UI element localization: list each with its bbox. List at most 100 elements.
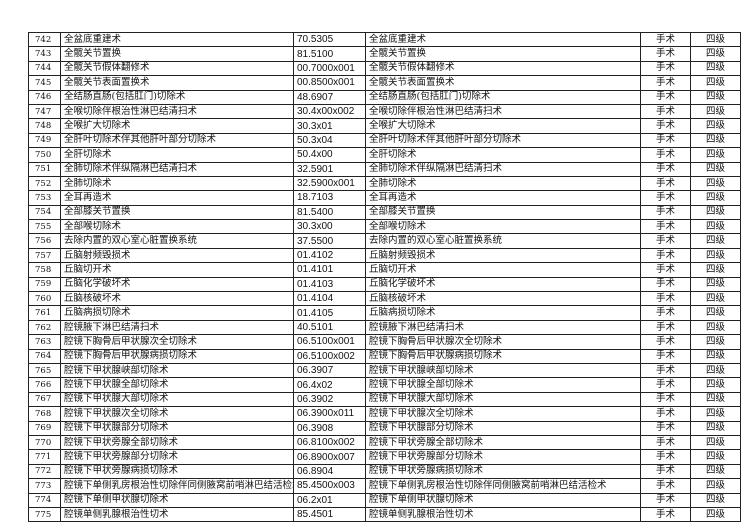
table-row: 764 腔镜下胸骨后甲状腺病损切除术 06.5100x002 腔镜下胸骨后甲状腺病损切… (28, 348, 741, 364)
procedure-name: 全髋关节置换 (60, 46, 294, 62)
procedure-name-repeat: 腔镜下甲状腺部分切除术 (365, 420, 641, 436)
procedure-name-repeat: 全肝叶切除术伴其他肝叶部分切除术 (365, 132, 641, 149)
procedure-type: 手术 (640, 334, 691, 350)
procedure-name-repeat: 丘脑化学破坏术 (365, 276, 641, 293)
procedure-code: 06.8900x007 (293, 449, 366, 465)
row-number: 772 (28, 463, 61, 480)
procedure-level: 四级 (690, 348, 741, 364)
procedure-name: 腔镜腋下淋巴结清扫术 (60, 319, 294, 336)
procedure-level: 四级 (690, 319, 741, 336)
table-row: 768 腔镜下甲状腺次全切除术 06.3900x011 腔镜下甲状腺次全切除术 手术 四级 (28, 406, 741, 422)
procedure-type: 手术 (640, 391, 691, 408)
table-row: 751 全肺切除术伴纵隔淋巴结清扫术 32.5901 全肺切除术伴纵隔淋巴结清扫术 手术… (28, 161, 741, 177)
procedure-type: 手术 (640, 161, 691, 177)
row-number: 742 (28, 31, 61, 48)
procedure-level: 四级 (690, 420, 741, 436)
procedure-type: 手术 (640, 492, 691, 508)
row-number: 774 (28, 492, 61, 508)
procedure-name-repeat: 丘脑切开术 (365, 262, 641, 278)
procedure-level: 四级 (690, 406, 741, 422)
procedure-name: 腔镜下甲状旁腺部分切除术 (60, 449, 294, 465)
procedure-code: 30.3x00 (293, 219, 366, 235)
table-row: 747 全喉切除伴根治性淋巴结清扫术 30.4x00x002 全喉切除伴根治性淋巴结清… (28, 103, 741, 120)
procedure-type: 手术 (640, 219, 691, 235)
procedure-level: 四级 (690, 506, 741, 523)
procedure-type: 手术 (640, 291, 691, 307)
procedure-type: 手术 (640, 247, 691, 264)
procedure-code: 01.4104 (293, 291, 366, 307)
procedure-code: 06.5100x001 (293, 334, 366, 350)
procedure-table: 742 全盆底重建术 70.5305 全盆底重建术 手术 四级 743 全髋关节置换 81.51… (28, 31, 741, 523)
table-row: 752 全肺切除术 32.5900x001 全肺切除术 手术 四级 (28, 175, 741, 192)
procedure-name: 全结肠直肠(包括肛门)切除术 (60, 89, 294, 105)
procedure-name-repeat: 腔镜下单侧乳房根治性切除伴同侧腋窝前哨淋巴结活检术 (365, 478, 641, 494)
procedure-code: 01.4102 (293, 247, 366, 264)
table-row: 767 腔镜下甲状腺大部切除术 06.3902 腔镜下甲状腺大部切除术 手术 四级 (28, 391, 741, 408)
procedure-name-repeat: 腔镜腋下淋巴结清扫术 (365, 319, 641, 336)
procedure-type: 手术 (640, 348, 691, 364)
procedure-name-repeat: 全盆底重建术 (365, 31, 641, 48)
row-number: 751 (28, 161, 61, 177)
procedure-code: 06.3900x011 (293, 406, 366, 422)
procedure-level: 四级 (690, 190, 741, 206)
procedure-code: 85.4500x003 (293, 478, 366, 494)
procedure-level: 四级 (690, 103, 741, 120)
procedure-level: 四级 (690, 204, 741, 221)
procedure-name: 腔镜下甲状旁腺全部切除术 (60, 434, 294, 451)
table-row: 763 腔镜下胸骨后甲状腺次全切除术 06.5100x001 腔镜下胸骨后甲状腺次全切… (28, 334, 741, 350)
procedure-level: 四级 (690, 463, 741, 480)
procedure-name: 腔镜下甲状腺大部切除术 (60, 391, 294, 408)
procedure-name: 去除内置的双心室心脏置换系统 (60, 233, 294, 249)
procedure-name-repeat: 腔镜下甲状腺全部切除术 (365, 377, 641, 393)
procedure-name: 腔镜下甲状腺部分切除术 (60, 420, 294, 436)
row-number: 753 (28, 190, 61, 206)
row-number: 775 (28, 506, 61, 523)
procedure-name: 腔镜单侧乳腺根治性切术 (60, 506, 294, 523)
row-number: 755 (28, 219, 61, 235)
table-row: 742 全盆底重建术 70.5305 全盆底重建术 手术 四级 (28, 31, 741, 48)
procedure-code: 50.4x00 (293, 147, 366, 163)
procedure-type: 手术 (640, 276, 691, 293)
procedure-level: 四级 (690, 219, 741, 235)
procedure-level: 四级 (690, 247, 741, 264)
procedure-code: 37.5500 (293, 233, 366, 249)
procedure-type: 手术 (640, 377, 691, 393)
table-row: 743 全髋关节置换 81.5100 全髋关节置换 手术 四级 (28, 46, 741, 62)
row-number: 759 (28, 276, 61, 293)
procedure-name-repeat: 全部喉切除术 (365, 219, 641, 235)
procedure-code: 00.7000x001 (293, 60, 366, 77)
procedure-code: 40.5101 (293, 319, 366, 336)
procedure-name-repeat: 去除内置的双心室心脏置换系统 (365, 233, 641, 249)
procedure-level: 四级 (690, 147, 741, 163)
procedure-type: 手术 (640, 103, 691, 120)
procedure-name-repeat: 腔镜下甲状旁腺全部切除术 (365, 434, 641, 451)
table-row: 765 腔镜下甲状腺峡部切除术 06.3907 腔镜下甲状腺峡部切除术 手术 四级 (28, 362, 741, 379)
row-number: 746 (28, 89, 61, 105)
row-number: 763 (28, 334, 61, 350)
row-number: 756 (28, 233, 61, 249)
procedure-name-repeat: 腔镜下胸骨后甲状腺病损切除术 (365, 348, 641, 364)
procedure-name-repeat: 腔镜下单侧甲状腺切除术 (365, 492, 641, 508)
procedure-level: 四级 (690, 362, 741, 379)
procedure-name-repeat: 丘脑病损切除术 (365, 305, 641, 321)
procedure-name: 全肺切除术伴纵隔淋巴结清扫术 (60, 161, 294, 177)
procedure-code: 81.5400 (293, 204, 366, 221)
row-number: 745 (28, 75, 61, 91)
procedure-code: 06.8904 (293, 463, 366, 480)
procedure-name: 全肺切除术 (60, 175, 294, 192)
row-number: 749 (28, 132, 61, 149)
row-number: 767 (28, 391, 61, 408)
procedure-code: 01.4105 (293, 305, 366, 321)
procedure-name-repeat: 丘脑核破坏术 (365, 291, 641, 307)
procedure-name: 全肝切除术 (60, 147, 294, 163)
procedure-code: 06.4x02 (293, 377, 366, 393)
table-row: 755 全部喉切除术 30.3x00 全部喉切除术 手术 四级 (28, 219, 741, 235)
row-number: 754 (28, 204, 61, 221)
procedure-code: 48.6907 (293, 89, 366, 105)
procedure-type: 手术 (640, 478, 691, 494)
table-row: 760 丘脑核破坏术 01.4104 丘脑核破坏术 手术 四级 (28, 291, 741, 307)
procedure-name: 全肝叶切除术伴其他肝叶部分切除术 (60, 132, 294, 149)
procedure-name: 丘脑射频毁损术 (60, 247, 294, 264)
procedure-name-repeat: 腔镜下甲状旁腺部分切除术 (365, 449, 641, 465)
table-row: 766 腔镜下甲状腺全部切除术 06.4x02 腔镜下甲状腺全部切除术 手术 四级 (28, 377, 741, 393)
